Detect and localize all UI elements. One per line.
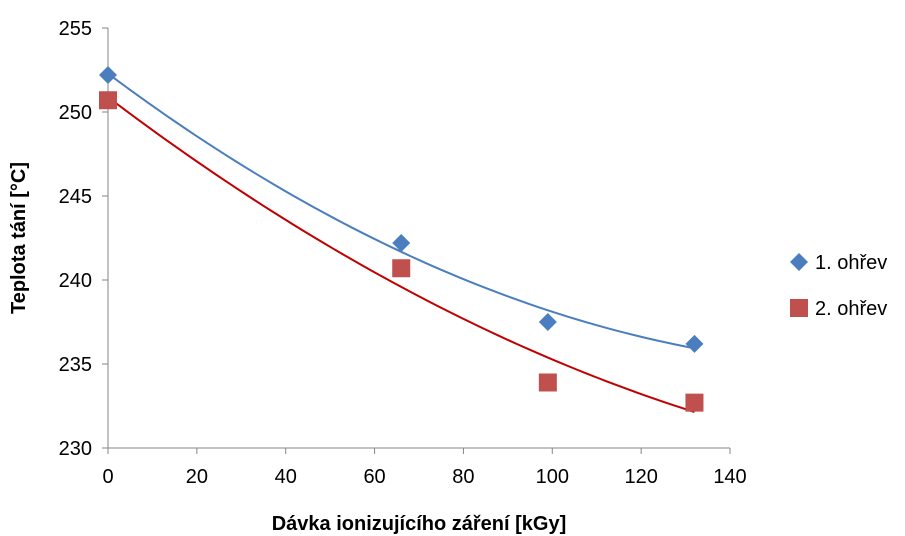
y-tick-label: 240 <box>59 270 92 292</box>
legend-label-series-2: 2. ohřev <box>815 298 887 320</box>
data-point-series-2 <box>538 373 557 392</box>
x-ticks: 0 20 40 60 80 100 120 140 <box>102 448 747 488</box>
legend-marker-series-1 <box>790 253 808 271</box>
data-point-series-1 <box>685 334 704 353</box>
y-tick-label: 255 <box>59 18 92 40</box>
data-point-series-2 <box>685 393 704 412</box>
data-point-series-2 <box>392 259 411 278</box>
data-point-series-1 <box>392 234 411 253</box>
x-tick-label: 0 <box>102 466 113 488</box>
legend: 1. ohřev 2. ohřev <box>790 252 887 320</box>
y-axis-title: Teplota tání [°C] <box>8 162 30 314</box>
x-tick-label: 60 <box>363 466 385 488</box>
x-tick-label: 80 <box>452 466 474 488</box>
x-tick-label: 100 <box>536 466 569 488</box>
data-point-series-1 <box>538 313 557 331</box>
x-tick-label: 40 <box>275 466 297 488</box>
data-point-series-2 <box>99 91 117 110</box>
x-tick-label: 140 <box>713 466 746 488</box>
y-tick-label: 245 <box>59 186 92 208</box>
data-point-series-1 <box>99 66 117 85</box>
legend-marker-series-2 <box>790 299 808 317</box>
legend-label-series-1: 1. ohřev <box>815 252 887 274</box>
trendline-series-2 <box>107 96 695 413</box>
x-tick-label: 20 <box>186 466 208 488</box>
markers <box>99 66 704 412</box>
y-tick-label: 235 <box>59 354 92 376</box>
axes: 0 20 40 60 80 100 120 140 230 235 240 245 250 255 <box>59 18 747 488</box>
y-tick-label: 230 <box>59 438 92 460</box>
trendline-series-1 <box>107 72 695 350</box>
y-ticks: 230 235 240 245 250 255 <box>59 18 108 460</box>
x-axis-title: Dávka ionizujícího záření [kGy] <box>272 513 567 535</box>
x-tick-label: 120 <box>624 466 657 488</box>
y-tick-label: 250 <box>59 102 92 124</box>
